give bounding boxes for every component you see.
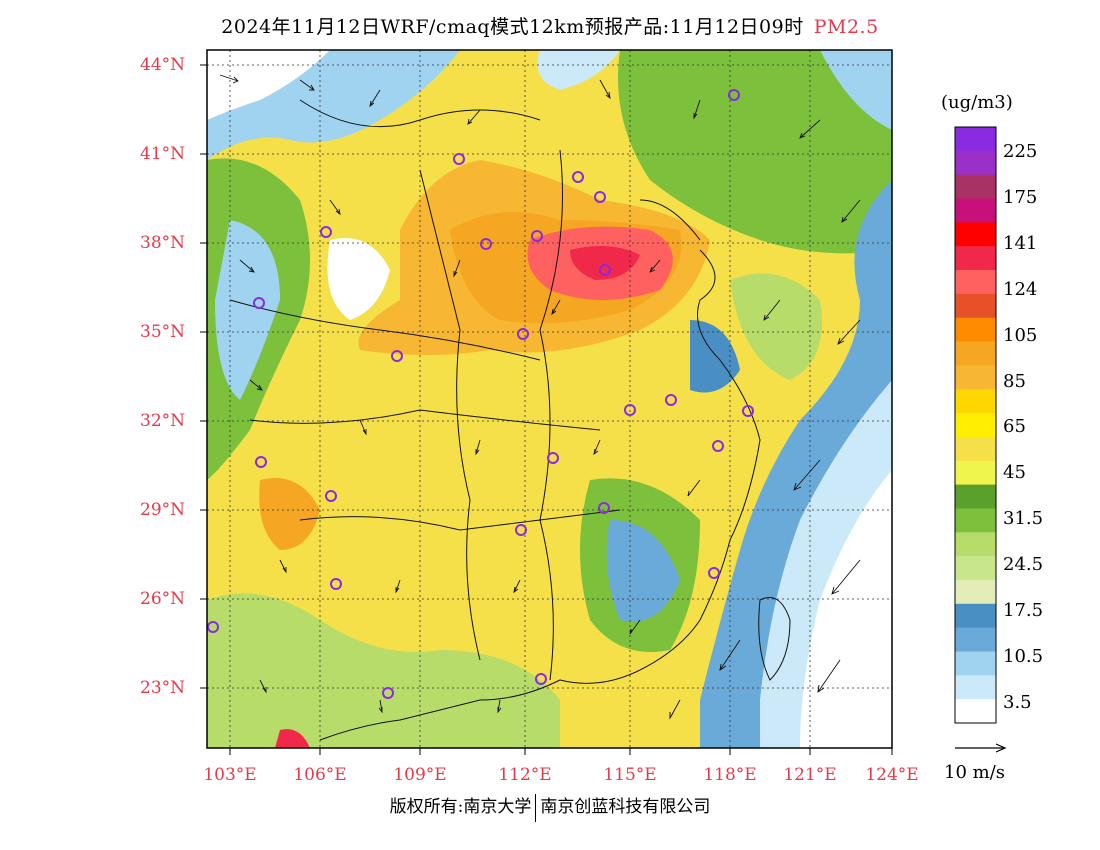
lat-label-44: 44°N — [140, 55, 186, 75]
city-markers — [207, 89, 754, 699]
colorbar-label-175: 175 — [1003, 187, 1038, 208]
colorbar-swatch — [955, 222, 996, 247]
colorbar-label-124: 124 — [1003, 279, 1038, 300]
colorbar-swatch — [955, 365, 996, 390]
lon-label-103: 103°E — [203, 765, 257, 785]
colorbar-swatch — [955, 293, 996, 319]
lat-label-29: 29°N — [140, 500, 186, 520]
wind-reference-arrow — [955, 743, 1007, 753]
clean-pocket-w — [327, 238, 390, 320]
colorbar-label-85: 85 — [1003, 371, 1026, 392]
lat-label-41: 41°N — [140, 144, 186, 164]
pollutant-label: PM2.5 — [813, 16, 879, 38]
colorbar-swatch — [955, 460, 996, 486]
colorbar-swatch — [955, 532, 996, 557]
lon-label-109: 109°E — [393, 765, 447, 785]
blue-region-w — [215, 220, 280, 400]
pollution-pocket-sw — [259, 478, 320, 550]
colorbar-swatch — [955, 556, 996, 581]
lat-label-26: 26°N — [140, 589, 186, 609]
lon-label-118: 118°E — [703, 765, 757, 785]
colorbar-swatch — [955, 675, 996, 700]
colorbar-label-225: 225 — [1003, 141, 1038, 162]
graticule — [207, 50, 892, 748]
pollution-pocket-s — [275, 729, 310, 748]
colorbar-label-65: 65 — [1003, 416, 1026, 437]
colorbar-swatch — [955, 436, 996, 462]
colorbar-swatch — [955, 651, 996, 676]
green-region-s — [207, 593, 560, 748]
colorbar-swatch — [955, 413, 996, 438]
colorbar-label-24-5: 24.5 — [1003, 554, 1044, 575]
lat-label-35: 35°N — [140, 322, 186, 342]
title-text: 2024年11月12日WRF/cmaq模式12km预报产品:11月12日09时 — [221, 16, 804, 38]
concentration-field — [207, 50, 892, 748]
colorbar-swatch — [955, 341, 996, 366]
colorbar-label-17-5: 17.5 — [1003, 600, 1044, 621]
pollution-peak — [570, 246, 640, 280]
colorbar-swatch — [955, 246, 996, 271]
lon-label-121: 121°E — [783, 765, 837, 785]
colorbar-label-105: 105 — [1003, 325, 1038, 346]
colorbar-label-10-5: 10.5 — [1003, 646, 1044, 667]
colorbar-label-3-5: 3.5 — [1003, 692, 1032, 713]
colorbar-swatch — [955, 389, 996, 414]
colorbar-swatch — [955, 270, 996, 295]
colorbar-swatch — [955, 174, 996, 200]
clean-region-n — [537, 50, 620, 90]
colorbar-swatch — [955, 603, 996, 629]
clean-region-ne — [820, 50, 892, 130]
colorbar-swatch — [955, 127, 996, 152]
green-region-ne — [618, 50, 892, 254]
coastal-blue — [690, 320, 740, 393]
map-frame — [206, 49, 893, 749]
colorbar-label-45: 45 — [1003, 462, 1026, 483]
colorbar-swatch — [955, 484, 996, 509]
lon-label-112: 112°E — [498, 765, 552, 785]
lon-label-106: 106°E — [293, 765, 347, 785]
map-title: 2024年11月12日WRF/cmaq模式12km预报产品:11月12日09时 P… — [0, 12, 1100, 39]
yellow-sea-band — [730, 273, 822, 380]
colorbar-swatch — [955, 627, 996, 652]
axis-ticks — [200, 64, 893, 755]
sea-region-e-core — [800, 470, 892, 748]
boundaries — [229, 99, 791, 741]
colorbar-label-141: 141 — [1003, 233, 1038, 254]
colorbar-unit: (ug/m3) — [941, 92, 1013, 113]
blue-region-se — [606, 520, 680, 622]
wind-vectors — [219, 74, 861, 720]
colorbar-swatch — [955, 508, 996, 533]
colorbar-swatch — [955, 150, 996, 176]
lat-label-38: 38°N — [140, 233, 186, 253]
footer-owner: 版权所有:南京大学 — [389, 797, 532, 817]
lat-label-23: 23°N — [140, 678, 186, 698]
colorbar-frame — [954, 126, 997, 724]
copyright-footer: 版权所有:南京大学 南京创蓝科技有限公司 — [0, 792, 1100, 822]
colorbar-swatch — [955, 579, 996, 605]
colorbar-swatch — [955, 317, 996, 343]
lon-label-115: 115°E — [603, 765, 657, 785]
footer-separator — [535, 793, 537, 822]
lat-label-32: 32°N — [140, 411, 186, 431]
lon-label-124: 124°E — [865, 765, 919, 785]
footer-company: 南京创蓝科技有限公司 — [540, 797, 711, 817]
wind-reference-label: 10 m/s — [944, 762, 1005, 783]
clean-region-nw-core — [207, 50, 330, 120]
colorbar-label-31-5: 31.5 — [1003, 508, 1044, 529]
colorbar-swatch — [955, 198, 996, 223]
colorbar-swatch — [955, 699, 996, 724]
colorbar — [955, 127, 996, 724]
